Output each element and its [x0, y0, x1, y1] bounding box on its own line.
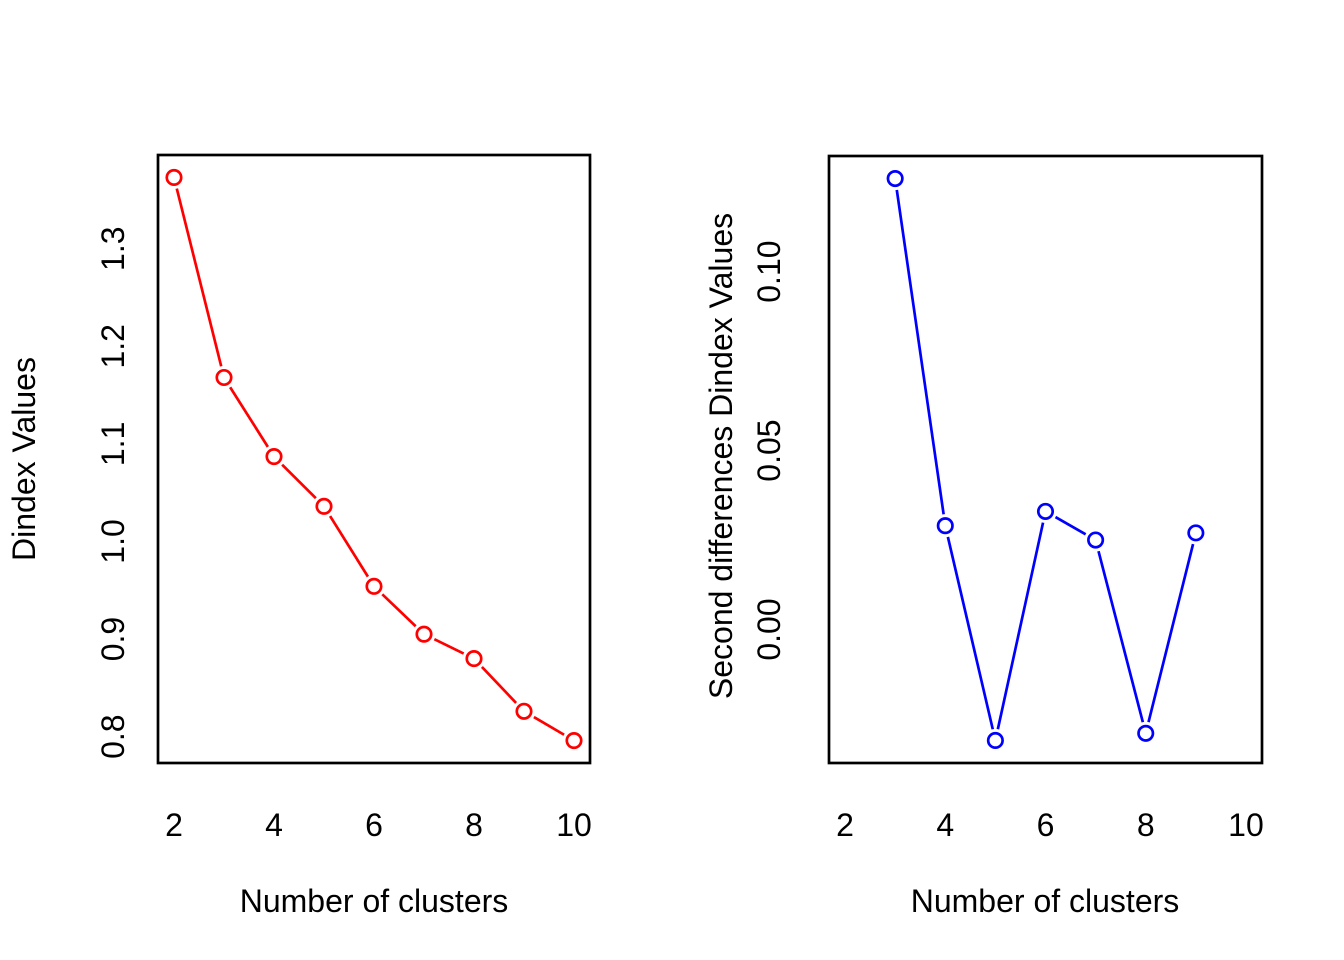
- series-line-segment: [328, 515, 370, 578]
- y-tick-label: 0.05: [751, 419, 787, 481]
- x-tick-label: 6: [365, 807, 383, 843]
- series-line-segment: [281, 463, 317, 500]
- data-point-marker: [886, 169, 904, 188]
- data-point-marker: [365, 577, 383, 595]
- series-line-segment: [229, 386, 269, 448]
- y-tick-label: 0.9: [95, 617, 131, 661]
- x-tick-label: 6: [1037, 807, 1055, 843]
- right-x-axis-title: Number of clusters: [910, 883, 1180, 919]
- plot-box: [827, 154, 1264, 765]
- right-y-axis-title: Second differences Dindex Values: [703, 212, 739, 700]
- left-x-axis-title: Number of clusters: [239, 883, 509, 919]
- data-point-marker: [165, 168, 183, 186]
- data-point-marker: [465, 650, 483, 668]
- data-point-marker: [936, 517, 954, 535]
- y-tick-label: 1.0: [95, 519, 131, 563]
- dindex-plot: 2 4 6 8 10 0.8 0.9 1.0 1.1 1.2 1.3: [95, 153, 592, 843]
- x-tick-label: 4: [265, 807, 283, 843]
- x-tick-label: 10: [556, 807, 592, 843]
- x-tick-label: 2: [836, 807, 854, 843]
- x-tick-label: 8: [465, 807, 483, 843]
- series-line-segment: [946, 536, 995, 730]
- series-line-segment: [996, 522, 1045, 730]
- series-line-segment: [1097, 550, 1145, 723]
- data-point-marker: [565, 732, 583, 750]
- series-line-segment: [480, 665, 518, 704]
- series-line-segment: [175, 188, 223, 367]
- series-line-segment: [533, 715, 565, 736]
- left-y-axis-title: Dindex Values: [6, 357, 42, 561]
- series-line-segment: [381, 593, 417, 628]
- y-tick-label: 0.10: [751, 240, 787, 302]
- y-tick-label: 0.00: [751, 598, 787, 660]
- data-point-marker: [1137, 724, 1155, 742]
- data-point-marker: [986, 731, 1004, 750]
- series-line-segment: [895, 189, 945, 515]
- y-tick-label: 1.2: [95, 324, 131, 368]
- data-point-marker: [315, 497, 333, 515]
- plot-box: [156, 153, 592, 765]
- x-tick-label: 8: [1137, 807, 1155, 843]
- x-tick-label: 2: [165, 807, 183, 843]
- data-point-marker: [515, 702, 533, 720]
- y-tick-label: 1.3: [95, 226, 131, 270]
- y-tick-label: 1.1: [95, 422, 131, 466]
- y-tick-label: 0.8: [95, 714, 131, 758]
- data-point-marker: [1087, 531, 1105, 549]
- x-tick-label: 4: [936, 807, 954, 843]
- data-point-marker: [1187, 524, 1205, 542]
- series-line-segment: [433, 638, 465, 655]
- data-point-marker: [415, 625, 433, 643]
- series-line-segment: [1147, 543, 1195, 723]
- data-point-marker: [215, 368, 233, 387]
- series-line-segment: [1054, 515, 1087, 536]
- data-point-marker: [265, 448, 283, 466]
- second-diff-plot: 2 4 6 8 10 0.00 0.05 0.10: [751, 154, 1264, 843]
- data-point-marker: [1036, 502, 1055, 520]
- x-tick-label: 10: [1228, 807, 1264, 843]
